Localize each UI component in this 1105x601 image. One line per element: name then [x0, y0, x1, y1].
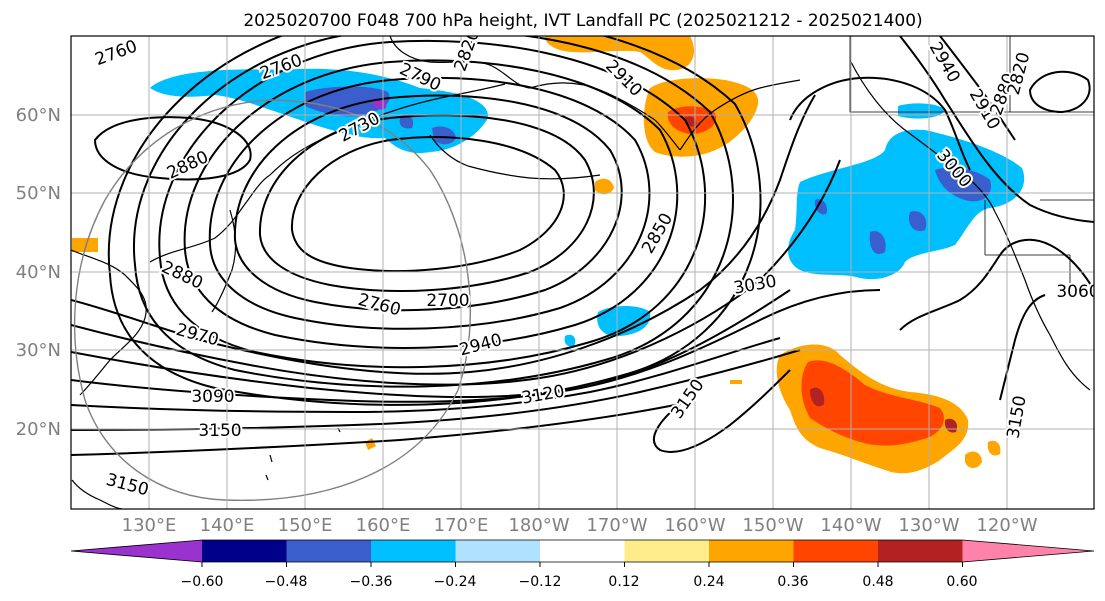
lon-label: 150°W	[742, 515, 803, 536]
lat-label: 40°N	[16, 262, 61, 283]
reference-ellipse	[73, 99, 471, 502]
lat-label: 60°N	[16, 105, 61, 126]
lon-label: 180°W	[508, 515, 569, 536]
lat-label: 50°N	[16, 183, 61, 204]
ivt-negative-shading	[150, 68, 1025, 347]
colorbar-swatch	[540, 540, 625, 562]
lon-label: 130°W	[898, 515, 959, 536]
colorbar-swatch	[371, 540, 456, 562]
lon-label: 140°W	[820, 515, 881, 536]
gridlines	[71, 36, 1094, 509]
contour-label: 3060	[1056, 282, 1099, 302]
colorbar-tick-label: 0.36	[777, 574, 808, 590]
country-borders	[849, 36, 1094, 290]
colorbar-swatch	[455, 540, 541, 562]
colorbar-tick-label: 0.60	[946, 574, 977, 590]
lon-label: 170°W	[586, 515, 647, 536]
colorbar-swatch	[624, 540, 710, 562]
lon-label: 130°E	[122, 515, 177, 536]
colorbar-swatch	[202, 540, 287, 562]
colorbar-tick-label: −0.24	[434, 574, 477, 590]
colorbar-swatch	[793, 540, 879, 562]
lon-label: 160°W	[664, 515, 725, 536]
height-contours	[71, 36, 1094, 456]
lon-label: 160°E	[356, 515, 411, 536]
colorbar-tick-label: −0.60	[181, 574, 224, 590]
colorbar-tick-label: 0.24	[693, 574, 724, 590]
map-title: 2025020700 F048 700 hPa height, IVT Land…	[243, 11, 922, 31]
colorbar-swatches	[70, 539, 1095, 567]
contour-label: 3090	[191, 387, 234, 407]
colorbar: −0.60 −0.48 −0.36 −0.24 −0.12 0.12 0.24 …	[70, 539, 1095, 590]
colorbar-swatch	[286, 540, 372, 562]
colorbar-swatch	[709, 540, 794, 562]
colorbar-swatch	[878, 540, 963, 562]
contour-label: 3150	[198, 421, 241, 441]
colorbar-tick-label: −0.48	[265, 574, 308, 590]
colorbar-tick-label: 0.48	[862, 574, 893, 590]
colorbar-tick-label: −0.12	[519, 574, 562, 590]
lat-label: 20°N	[16, 419, 61, 440]
lat-label: 30°N	[16, 340, 61, 361]
latitude-labels: 60°N 50°N 40°N 30°N 20°N	[16, 105, 61, 440]
colorbar-extend-max	[962, 540, 1094, 562]
colorbar-tick-label: −0.36	[350, 574, 393, 590]
lon-label: 170°E	[434, 515, 489, 536]
colorbar-ticks: −0.60 −0.48 −0.36 −0.24 −0.12 0.12 0.24 …	[181, 574, 978, 590]
contour-label: 2700	[426, 291, 469, 311]
colorbar-extend-min	[71, 540, 202, 562]
lon-label: 140°E	[200, 515, 255, 536]
lon-label: 150°E	[278, 515, 333, 536]
longitude-labels: 130°E 140°E 150°E 160°E 170°E 180°W 170°…	[122, 515, 1038, 536]
lon-label: 120°W	[976, 515, 1037, 536]
colorbar-tick-label: 0.12	[608, 574, 639, 590]
